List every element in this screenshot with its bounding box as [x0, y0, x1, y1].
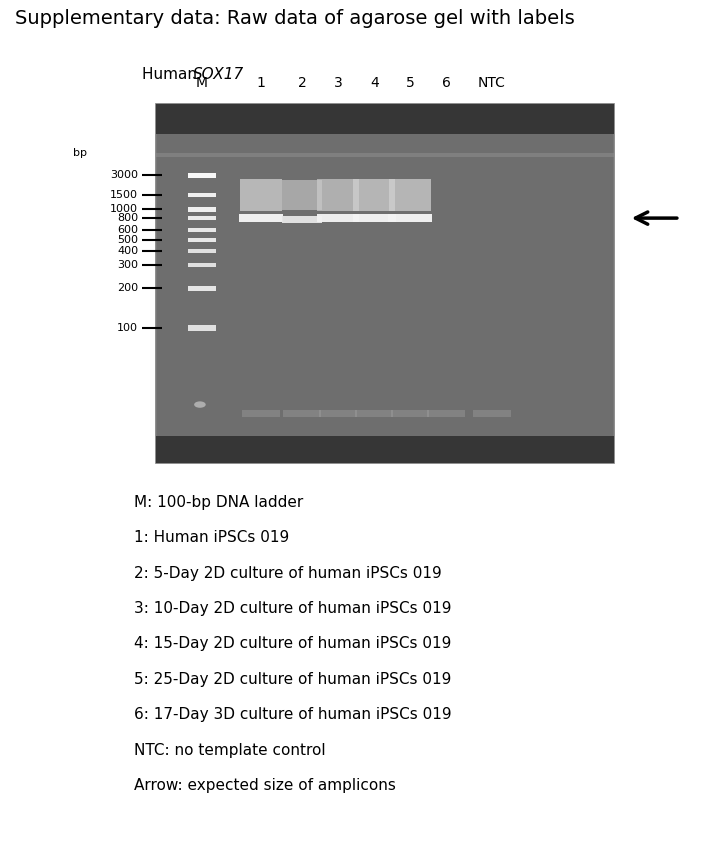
Bar [239, 214, 283, 222]
Text: 3000: 3000 [110, 170, 138, 181]
Bar [282, 180, 322, 210]
Bar [353, 179, 395, 211]
Bar [240, 179, 282, 211]
Text: Supplementary data: Raw data of agarose gel with labels: Supplementary data: Raw data of agarose … [15, 9, 574, 28]
Circle shape [194, 402, 206, 408]
Text: 200: 200 [117, 283, 138, 294]
Bar [389, 179, 431, 211]
Bar [188, 286, 216, 291]
Text: 1: 1 [257, 76, 265, 90]
Bar [283, 410, 321, 417]
Bar [353, 214, 396, 222]
Bar [282, 216, 322, 223]
Bar [473, 410, 511, 417]
Text: 800: 800 [117, 213, 138, 223]
Text: 3: 10-Day 2D culture of human iPSCs 019: 3: 10-Day 2D culture of human iPSCs 019 [134, 601, 452, 616]
Text: 2: 2 [297, 76, 306, 90]
Text: M: M [196, 76, 208, 90]
Text: 500: 500 [117, 234, 138, 245]
Bar [188, 249, 216, 253]
Bar [156, 104, 614, 135]
Text: 6: 17-Day 3D culture of human iPSCs 019: 6: 17-Day 3D culture of human iPSCs 019 [134, 707, 452, 722]
Bar [391, 410, 429, 417]
Bar [156, 153, 614, 157]
Bar [242, 410, 280, 417]
Text: 300: 300 [117, 260, 138, 270]
Bar [356, 410, 393, 417]
Text: M: 100-bp DNA ladder: M: 100-bp DNA ladder [134, 495, 304, 510]
Text: bp: bp [73, 148, 87, 157]
Text: 100: 100 [117, 323, 138, 333]
Bar [156, 436, 614, 463]
Text: 2: 5-Day 2D culture of human iPSCs 019: 2: 5-Day 2D culture of human iPSCs 019 [134, 566, 442, 581]
Bar [188, 216, 216, 220]
Bar [388, 214, 432, 222]
Bar [317, 214, 359, 222]
Text: 600: 600 [117, 226, 138, 236]
Bar [188, 193, 216, 197]
Text: 6: 6 [442, 76, 451, 90]
Text: 4: 4 [370, 76, 379, 90]
Bar [188, 263, 216, 267]
Text: 5: 5 [406, 76, 414, 90]
Text: 1: Human iPSCs 019: 1: Human iPSCs 019 [134, 530, 290, 545]
Text: 1000: 1000 [110, 205, 138, 214]
Text: NTC: NTC [478, 76, 506, 90]
Bar [188, 228, 216, 232]
Bar [318, 179, 359, 211]
Bar [427, 410, 465, 417]
Text: 5: 25-Day 2D culture of human iPSCs 019: 5: 25-Day 2D culture of human iPSCs 019 [134, 672, 452, 687]
Text: 3: 3 [334, 76, 342, 90]
Text: 4: 15-Day 2D culture of human iPSCs 019: 4: 15-Day 2D culture of human iPSCs 019 [134, 637, 452, 651]
Bar [188, 238, 216, 242]
Text: Arrow: expected size of amplicons: Arrow: expected size of amplicons [134, 778, 396, 793]
Text: NTC: no template control: NTC: no template control [134, 742, 326, 758]
Bar [156, 104, 614, 463]
Text: 1500: 1500 [110, 190, 138, 200]
Text: 400: 400 [117, 245, 138, 256]
Bar [188, 325, 216, 331]
Text: SOX17: SOX17 [193, 67, 244, 82]
Bar [319, 410, 357, 417]
Text: Human: Human [142, 67, 201, 82]
Bar [188, 207, 216, 212]
Bar [188, 173, 216, 178]
